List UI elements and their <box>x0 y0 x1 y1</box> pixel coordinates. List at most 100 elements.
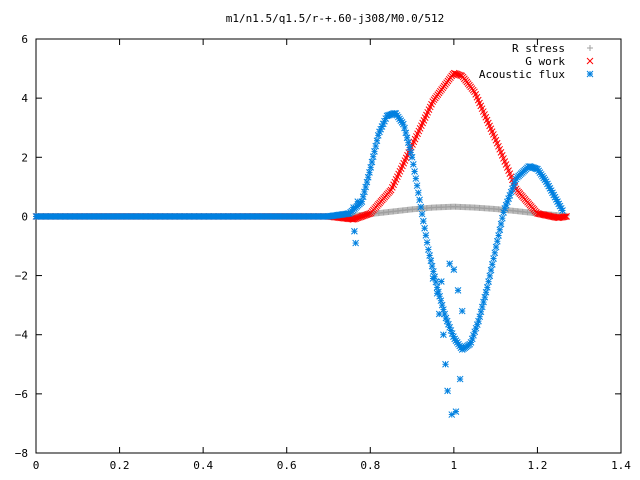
data-point <box>433 289 441 297</box>
data-point <box>429 275 437 282</box>
data-point <box>416 196 423 204</box>
data-point <box>423 239 431 246</box>
data-point <box>486 272 494 280</box>
data-point <box>440 331 447 339</box>
data-point <box>472 324 480 332</box>
data-point <box>426 252 433 259</box>
data-point <box>369 153 377 161</box>
data-point <box>500 209 507 216</box>
data-point <box>482 288 490 296</box>
x-tick-label: 1.4 <box>611 459 631 472</box>
data-point <box>497 220 505 228</box>
series-2 <box>32 109 566 418</box>
data-point <box>364 173 372 181</box>
y-tick-label: 2 <box>21 151 28 164</box>
data-point <box>413 182 421 190</box>
data-point <box>444 387 451 395</box>
data-point <box>458 307 466 315</box>
data-point <box>560 213 568 221</box>
data-point <box>435 310 443 318</box>
data-point <box>422 232 430 239</box>
x-axis: 0 0.2 0.4 0.6 0.8 1 1.2 1.4 <box>33 39 631 472</box>
data-point <box>509 185 516 193</box>
data-point <box>417 203 425 211</box>
data-point <box>438 301 446 309</box>
x-tick-label: 0 <box>33 459 40 472</box>
y-tick-label: −8 <box>15 447 28 460</box>
y-tick-label: −6 <box>15 388 28 401</box>
data-point <box>371 148 378 155</box>
data-point <box>368 158 376 166</box>
legend-label: Acoustic flux <box>479 68 565 81</box>
data-point <box>407 149 415 156</box>
data-point <box>404 139 412 147</box>
chart-title: m1/n1.5/q1.5/r-+.60-j308/M0.0/512 <box>226 12 445 25</box>
legend-marker <box>587 45 593 51</box>
data-point <box>412 175 420 182</box>
data-point <box>470 331 477 339</box>
data-point <box>403 134 411 142</box>
data-point <box>354 198 362 205</box>
data-point <box>478 303 486 311</box>
legend-marker <box>586 57 594 65</box>
data-point <box>409 161 417 168</box>
y-tick-label: 6 <box>21 33 28 46</box>
data-point <box>352 239 360 247</box>
data-point <box>473 321 481 329</box>
series-1 <box>32 69 571 223</box>
data-point <box>562 213 569 221</box>
data-point <box>454 287 462 294</box>
data-point <box>493 237 501 245</box>
data-point <box>481 293 489 301</box>
legend-marker <box>586 70 594 78</box>
data-point <box>495 232 502 239</box>
data-point <box>442 360 449 368</box>
data-point <box>414 189 422 197</box>
y-tick-label: −4 <box>15 329 29 342</box>
x-tick-label: 1 <box>451 459 458 472</box>
data-point <box>487 266 495 274</box>
y-axis: 6 4 2 0 −2 −4 −6 −8 <box>15 33 621 460</box>
data-point <box>448 411 456 418</box>
data-point <box>372 142 380 150</box>
y-tick-label: 0 <box>21 210 28 223</box>
data-point <box>477 308 485 316</box>
data-point <box>367 163 375 171</box>
legend-label: G work <box>525 55 565 68</box>
data-point <box>490 255 497 262</box>
data-point <box>563 213 571 220</box>
data-point <box>362 183 370 191</box>
data-point <box>452 408 460 415</box>
y-tick-label: 4 <box>21 92 28 105</box>
data-point <box>420 217 427 225</box>
data-point <box>349 215 357 223</box>
data-point <box>366 169 373 176</box>
data-point <box>498 214 506 222</box>
data-point <box>373 137 381 145</box>
data-point <box>411 168 418 175</box>
data-point <box>480 298 487 306</box>
data-point <box>433 284 441 291</box>
data-point <box>408 153 416 161</box>
data-point <box>559 207 566 214</box>
plot-series <box>32 69 571 418</box>
data-point <box>418 210 426 218</box>
data-point <box>359 193 367 201</box>
legend-label: R stress <box>512 42 565 55</box>
data-point <box>374 132 382 139</box>
data-point <box>428 262 436 270</box>
data-point <box>492 243 500 251</box>
plot-frame <box>35 38 622 454</box>
data-point <box>425 246 432 253</box>
x-tick-label: 0.2 <box>110 459 130 472</box>
data-point <box>476 313 484 321</box>
data-point <box>485 278 492 285</box>
data-point <box>496 226 504 234</box>
data-point <box>491 249 499 257</box>
data-point <box>430 268 437 275</box>
data-point <box>450 266 458 274</box>
data-point <box>432 278 440 286</box>
data-point <box>402 129 410 137</box>
